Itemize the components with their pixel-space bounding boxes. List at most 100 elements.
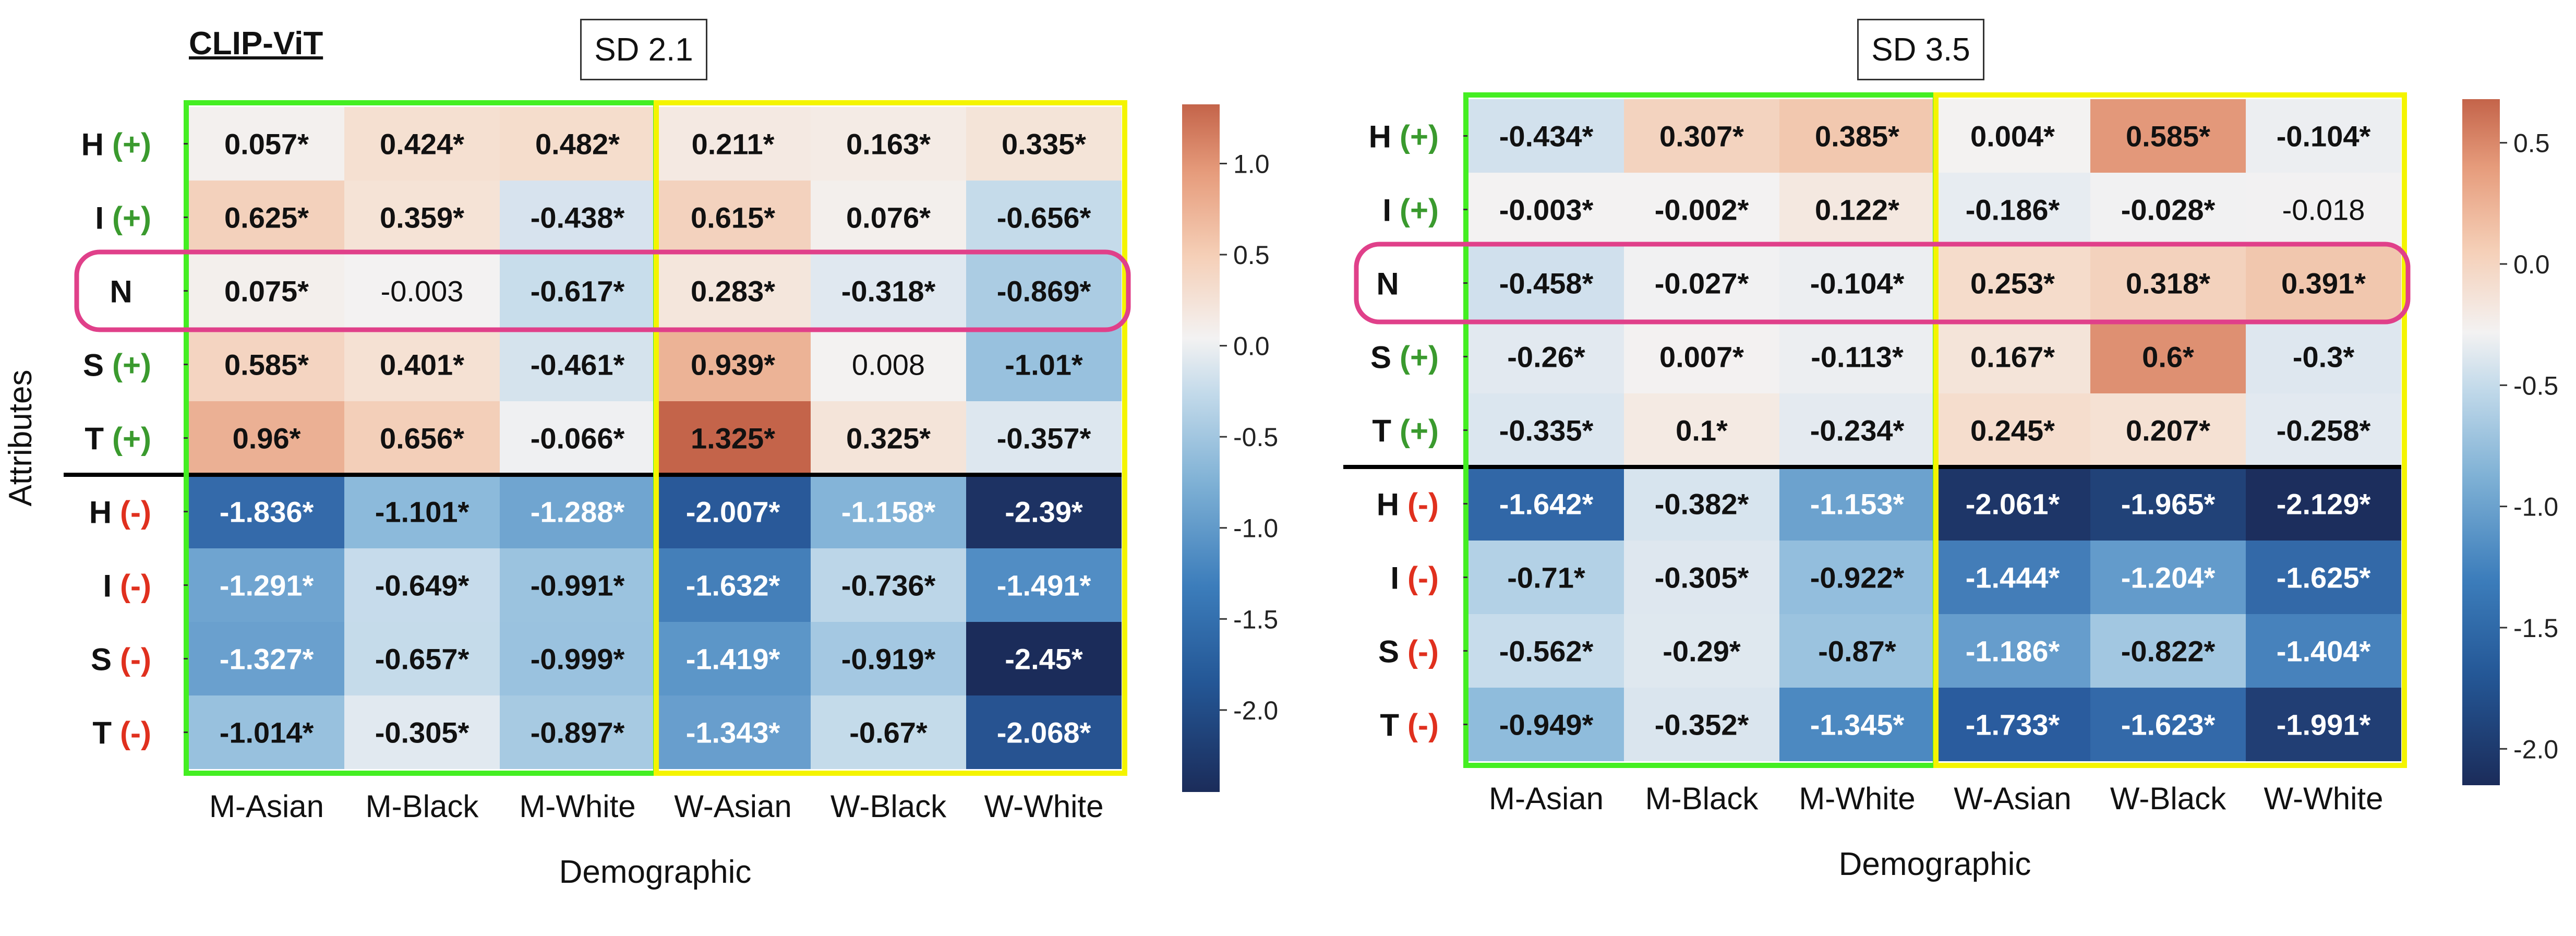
panel-title-sd21: SD 2.1 (580, 19, 707, 80)
cell-value-label: -0.003* (1499, 194, 1594, 226)
cell-value-label: 0.335* (1002, 128, 1086, 161)
column-label: W-Black (2110, 781, 2226, 816)
heatmap-cell (1624, 688, 1779, 761)
row-label: S (+) (1370, 340, 1439, 375)
heatmap-cell (966, 548, 1122, 622)
cell-value-label: -0.382* (1655, 488, 1749, 521)
cell-value-label: -0.104* (2277, 120, 2371, 153)
heatmap-cell (655, 401, 811, 475)
cell-value-label: -0.113* (1811, 341, 1904, 374)
cell-value-label: -1.153* (1810, 488, 1905, 521)
cell-value-label: -0.305* (1655, 561, 1749, 594)
heatmap-cell (1624, 393, 1779, 467)
row-label: I (-) (103, 569, 151, 604)
heatmap-cell (500, 254, 655, 328)
colorbar (1182, 104, 1220, 792)
cell-value-label: -0.26* (1507, 341, 1585, 374)
cell-value-label: -1.01* (1005, 349, 1083, 381)
heatmap-cell (500, 695, 655, 769)
cell-value-label: -0.335* (1499, 414, 1594, 447)
row-label: I (-) (1390, 561, 1439, 596)
column-label: M-Black (1645, 781, 1759, 816)
heatmap-cell (2090, 320, 2246, 393)
colorbar (2462, 99, 2500, 785)
heatmap-cell (2090, 99, 2246, 173)
cell-value-label: 0.122* (1815, 194, 1899, 226)
cell-value-label: -1.327* (220, 643, 314, 676)
heatmap-cell (2246, 320, 2401, 393)
cell-value-label: 0.585* (2126, 120, 2210, 153)
heatmap-cell (966, 475, 1122, 548)
cell-value-label: 0.615* (691, 201, 775, 234)
column-label: M-White (1799, 781, 1915, 816)
cell-value-label: 0.057* (224, 128, 309, 161)
cell-value-label: -1.288* (531, 496, 625, 529)
cell-value-label: -0.919* (841, 643, 936, 676)
heatmap-cell (2246, 688, 2401, 761)
heatmap-cell (500, 475, 655, 548)
cell-value-label: -0.461* (531, 349, 625, 381)
cell-value-label: -1.623* (2121, 709, 2216, 741)
heatmap-cell (966, 107, 1122, 181)
heatmap-cell (1468, 688, 1624, 761)
heatmap-cell (811, 401, 966, 475)
cell-value-label: 0.585* (224, 349, 309, 381)
heatmap-cell (189, 695, 344, 769)
cell-value-label: 0.424* (380, 128, 464, 161)
cell-value-label: -1.158* (841, 496, 936, 529)
cell-value-label: 0.207* (2126, 414, 2210, 447)
cell-value-label: -1.491* (997, 569, 1091, 602)
cell-value-label: -0.649* (375, 569, 470, 602)
cell-value-label: -2.061* (1966, 488, 2060, 521)
heatmap-cell (344, 622, 500, 695)
cell-value-label: 0.625* (224, 201, 309, 234)
heatmap-cell (2246, 393, 2401, 467)
cell-value-label: 0.325* (846, 422, 931, 455)
n-row-highlight (74, 249, 1131, 332)
cell-value-label: -0.617* (531, 275, 625, 308)
cell-value-label: -0.027* (1655, 267, 1749, 300)
cell-value-label: -1.404* (2277, 635, 2371, 668)
colorbar-tick-label: -1.0 (1233, 514, 1278, 543)
colorbar-tick-label: 0.5 (1233, 241, 1270, 270)
heatmap-cell (2246, 614, 2401, 688)
column-label: W-White (2264, 781, 2384, 816)
heatmap-cell (1779, 173, 1935, 246)
heatmap-cell (1779, 393, 1935, 467)
cell-value-label: 1.325* (691, 422, 775, 455)
heatmap-cell (655, 328, 811, 401)
row-label: T (-) (1380, 708, 1439, 743)
cell-value-label: 0.307* (1659, 120, 1744, 153)
heatmap-cell (500, 401, 655, 475)
heatmap-cell (655, 695, 811, 769)
heatmap-cell (2090, 614, 2246, 688)
heatmap-cell (2246, 467, 2401, 541)
heatmap-cell (189, 328, 344, 401)
heatmap-cell (1468, 614, 1624, 688)
heatmap-cell (655, 107, 811, 181)
heatmap-cell (1779, 246, 1935, 320)
row-label: H (+) (81, 127, 151, 162)
cell-value-label: -1.642* (1499, 488, 1594, 521)
heatmap-sd35: -0.434* 0.307* 0.385* 0.004* 0.585* -0.104* -0… (1343, 92, 2558, 882)
cell-value-label: -1.733* (1966, 709, 2060, 741)
column-label: M-White (519, 789, 635, 824)
cell-value-label: -0.458* (1499, 267, 1594, 300)
heatmap-cell (1468, 393, 1624, 467)
cell-value-label: -0.736* (841, 569, 936, 602)
heatmap-cell (966, 254, 1122, 328)
colorbar-tick-label: 0.0 (2513, 250, 2550, 279)
heatmap-cell (344, 328, 500, 401)
cell-value-label: 0.007* (1659, 341, 1744, 374)
heatmap-cell (1935, 393, 2090, 467)
heatmap-cell (500, 548, 655, 622)
x-axis-label: Demographic (1839, 846, 2031, 882)
cell-value-label: -1.345* (1810, 709, 1905, 741)
cell-value-label: -0.657* (375, 643, 470, 676)
cell-value-label: 0.482* (535, 128, 620, 161)
heatmap-cell (1935, 173, 2090, 246)
heatmap-cell (189, 181, 344, 254)
cell-value-label: -1.965* (2121, 488, 2216, 521)
heatmap-cell (1468, 173, 1624, 246)
